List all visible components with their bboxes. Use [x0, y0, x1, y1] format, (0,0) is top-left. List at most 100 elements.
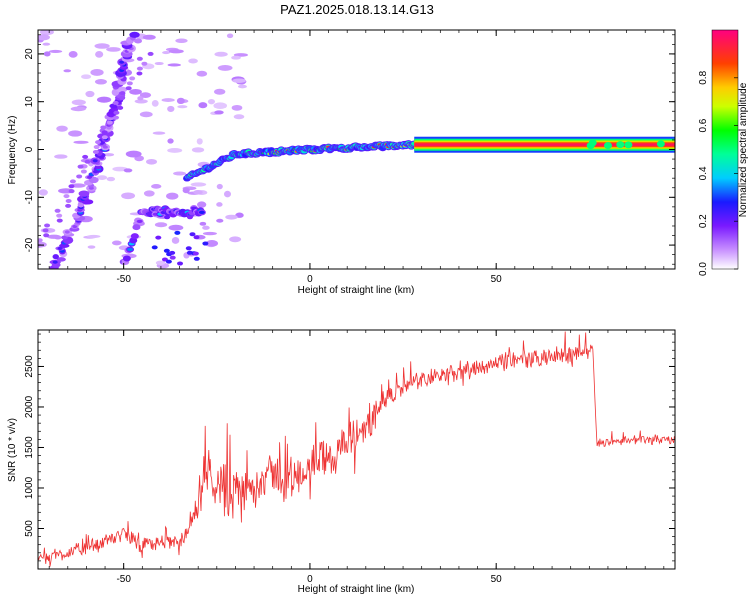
spectrogram-speckle	[81, 74, 92, 80]
spectrogram-blob	[119, 91, 126, 96]
spectrogram-blob	[93, 145, 100, 150]
spectrogram-speckle	[231, 55, 241, 60]
spectrogram-blob	[136, 71, 143, 76]
colorbar-tick-label: 0.6	[698, 118, 709, 132]
y-tick-label: -10	[24, 190, 35, 205]
spectrogram-blob	[624, 141, 633, 149]
spectrogram-speckle	[86, 234, 101, 238]
spectrogram-speckle	[142, 34, 156, 40]
spectrogram-speckle	[63, 69, 72, 73]
spectrogram-speckle	[225, 214, 238, 220]
spectrogram-blob	[129, 31, 140, 38]
spectrogram-speckle	[231, 104, 243, 111]
spectrogram-blob	[147, 51, 154, 56]
spectrogram-speckle	[68, 50, 78, 58]
spectrogram-blob	[125, 86, 132, 91]
spectrogram-blob	[46, 274, 51, 277]
colorbar-tick-label: 0.8	[698, 70, 709, 84]
spectrogram-blob	[177, 261, 184, 266]
spectrogram-blob	[101, 130, 108, 135]
spectrogram-blob	[155, 235, 162, 240]
spectrogram-blob	[193, 256, 200, 261]
spectrogram-speckle	[188, 58, 198, 64]
x-axis-label: Height of straight line (km)	[298, 584, 415, 595]
spectrogram-blob	[57, 246, 63, 251]
spectrogram-blob	[68, 189, 75, 194]
spectrogram-blob	[45, 271, 53, 276]
spectrogram-blob	[122, 255, 131, 262]
spectrogram-speckle	[87, 245, 96, 249]
spectrogram-speckle	[176, 97, 185, 105]
y-tick-label: -20	[24, 237, 35, 252]
spectrogram-speckle	[54, 154, 68, 159]
spectrogram-speckle	[96, 175, 108, 180]
spectrogram-blob	[77, 201, 84, 208]
spectrogram-speckle	[196, 70, 208, 77]
spectrogram-speckle	[166, 192, 179, 200]
spectrogram-speckle	[137, 96, 144, 101]
spectrogram-blob	[84, 159, 91, 164]
spectrogram-blob	[112, 100, 119, 105]
spectrogram-speckle	[177, 105, 188, 109]
spectrogram-speckle	[155, 260, 166, 266]
spectrogram-blob	[63, 194, 70, 199]
spectrogram-band	[414, 143, 675, 147]
spectrogram-blob	[69, 179, 76, 184]
heatmap-content	[38, 30, 675, 277]
spectrogram-blob	[126, 81, 133, 86]
spectrogram-speckle	[202, 231, 217, 236]
spectrogram-blob	[186, 215, 193, 220]
colorbar-tick-label: 0.0	[698, 262, 709, 276]
spectrogram-speckle	[39, 30, 54, 36]
spectrogram-blob	[64, 230, 70, 234]
spectrogram-blob	[92, 159, 98, 163]
spectrogram-speckle	[38, 189, 48, 196]
spectrogram-speckle	[162, 50, 171, 55]
x-tick-label: 50	[491, 574, 503, 585]
colorbar-tick-label: 0.4	[698, 166, 709, 180]
spectrogram-blob	[136, 219, 143, 224]
spectrogram-blob	[192, 251, 199, 256]
y-tick-label: 500	[24, 520, 35, 537]
spectrogram-speckle	[216, 183, 223, 190]
x-tick-label: -50	[116, 574, 131, 585]
spectrogram-blob	[169, 255, 176, 260]
y-axis-label: SNR (10 * v/v)	[7, 418, 18, 482]
y-tick-label: 2500	[24, 355, 35, 378]
spectrogram-speckle	[143, 190, 155, 197]
plot-frame	[37, 329, 676, 570]
spectrogram-speckle	[90, 69, 104, 76]
spectrogram-speckle	[95, 50, 104, 58]
spectrogram-speckle	[71, 99, 86, 106]
spectrogram-blob	[43, 233, 50, 238]
spectrogram-speckle	[154, 222, 168, 228]
spectrogram-blob	[127, 247, 134, 252]
spectrogram-blob	[136, 56, 143, 61]
spectrogram-speckle	[217, 64, 233, 71]
spectrogram-panel: -50 0 50 -20 -10 0 10 20 Height of straight li…	[7, 29, 749, 296]
spectrogram-blob	[115, 86, 128, 93]
y-tick-label: 20	[24, 48, 35, 60]
spectrogram-blob	[586, 142, 595, 150]
spectrogram-speckle	[237, 84, 247, 89]
spectrogram-blob	[106, 120, 113, 125]
spectrogram-speckle	[106, 47, 121, 52]
spectrogram-blob	[61, 235, 68, 240]
spectrogram-blob	[164, 215, 171, 220]
spectrogram-blob	[52, 254, 59, 260]
x-tick-label: 0	[307, 274, 313, 285]
spectrogram-blob	[151, 245, 158, 250]
spectrogram-speckle	[43, 51, 51, 57]
spectrogram-blob	[56, 213, 63, 218]
spectrogram-speckle	[168, 49, 184, 54]
spectrogram-blob	[44, 223, 51, 228]
spectrogram-speckle	[48, 49, 63, 53]
spectrogram-blob	[193, 235, 200, 240]
spectrogram-speckle	[213, 88, 226, 95]
spectrogram-blob	[141, 61, 148, 66]
spectrogram-speckle	[168, 224, 184, 231]
spectrogram-speckle	[103, 153, 115, 157]
spectrogram-blob	[202, 241, 209, 246]
colorbar-label: Normalized spectral amplitude	[738, 82, 749, 217]
